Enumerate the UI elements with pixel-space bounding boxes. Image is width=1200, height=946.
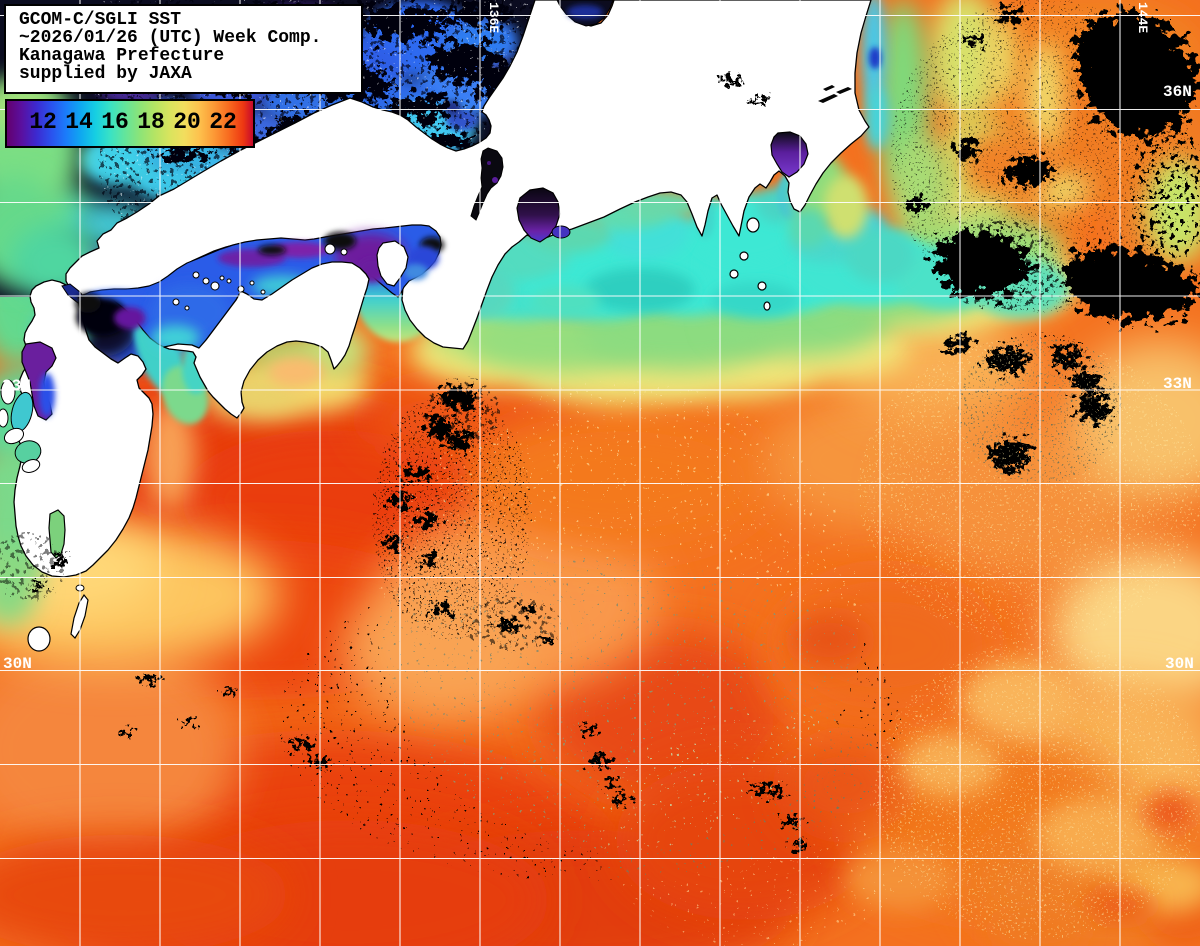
svg-text:33N: 33N (1163, 375, 1192, 393)
svg-text:33N: 33N (2, 377, 31, 395)
svg-text:136E: 136E (486, 2, 501, 33)
svg-text:30N: 30N (3, 655, 32, 673)
svg-text:30N: 30N (1165, 655, 1194, 673)
svg-text:144E: 144E (1135, 2, 1150, 33)
svg-text:36N: 36N (1163, 83, 1192, 101)
